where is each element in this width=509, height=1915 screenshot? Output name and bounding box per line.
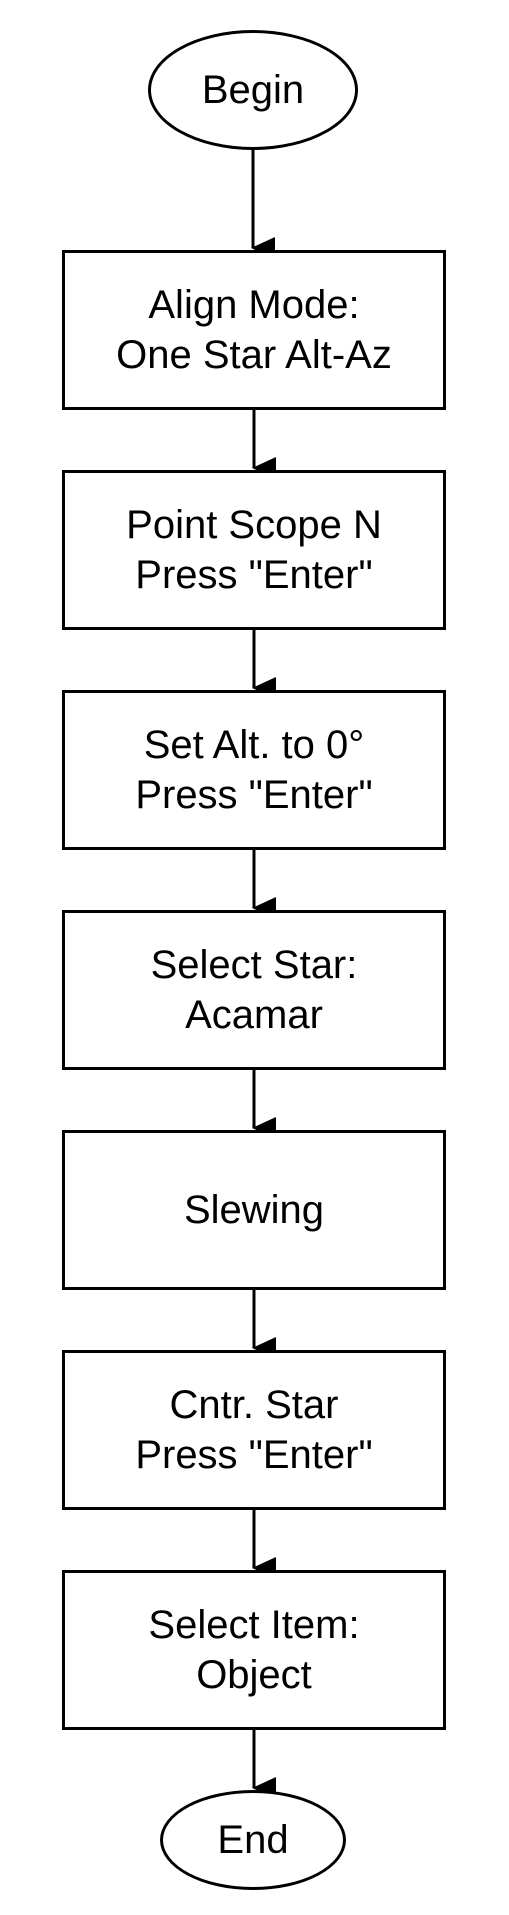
node-s7: Select Item: Object <box>62 1570 446 1730</box>
node-s3: Set Alt. to 0° Press "Enter" <box>62 690 446 850</box>
node-s7-label: Select Item: Object <box>148 1600 359 1700</box>
node-s5-label: Slewing <box>184 1185 324 1235</box>
node-begin: Begin <box>148 30 358 150</box>
node-s5: Slewing <box>62 1130 446 1290</box>
node-s2-label: Point Scope N Press "Enter" <box>126 500 382 600</box>
node-s6: Cntr. Star Press "Enter" <box>62 1350 446 1510</box>
node-s1: Align Mode: One Star Alt-Az <box>62 250 446 410</box>
node-s1-label: Align Mode: One Star Alt-Az <box>116 280 392 380</box>
node-end: End <box>160 1790 346 1890</box>
node-s6-label: Cntr. Star Press "Enter" <box>135 1380 372 1480</box>
node-s2: Point Scope N Press "Enter" <box>62 470 446 630</box>
node-s4: Select Star: Acamar <box>62 910 446 1070</box>
node-s4-label: Select Star: Acamar <box>151 940 358 1040</box>
node-s3-label: Set Alt. to 0° Press "Enter" <box>135 720 372 820</box>
node-end-label: End <box>217 1818 288 1863</box>
node-begin-label: Begin <box>202 68 304 113</box>
